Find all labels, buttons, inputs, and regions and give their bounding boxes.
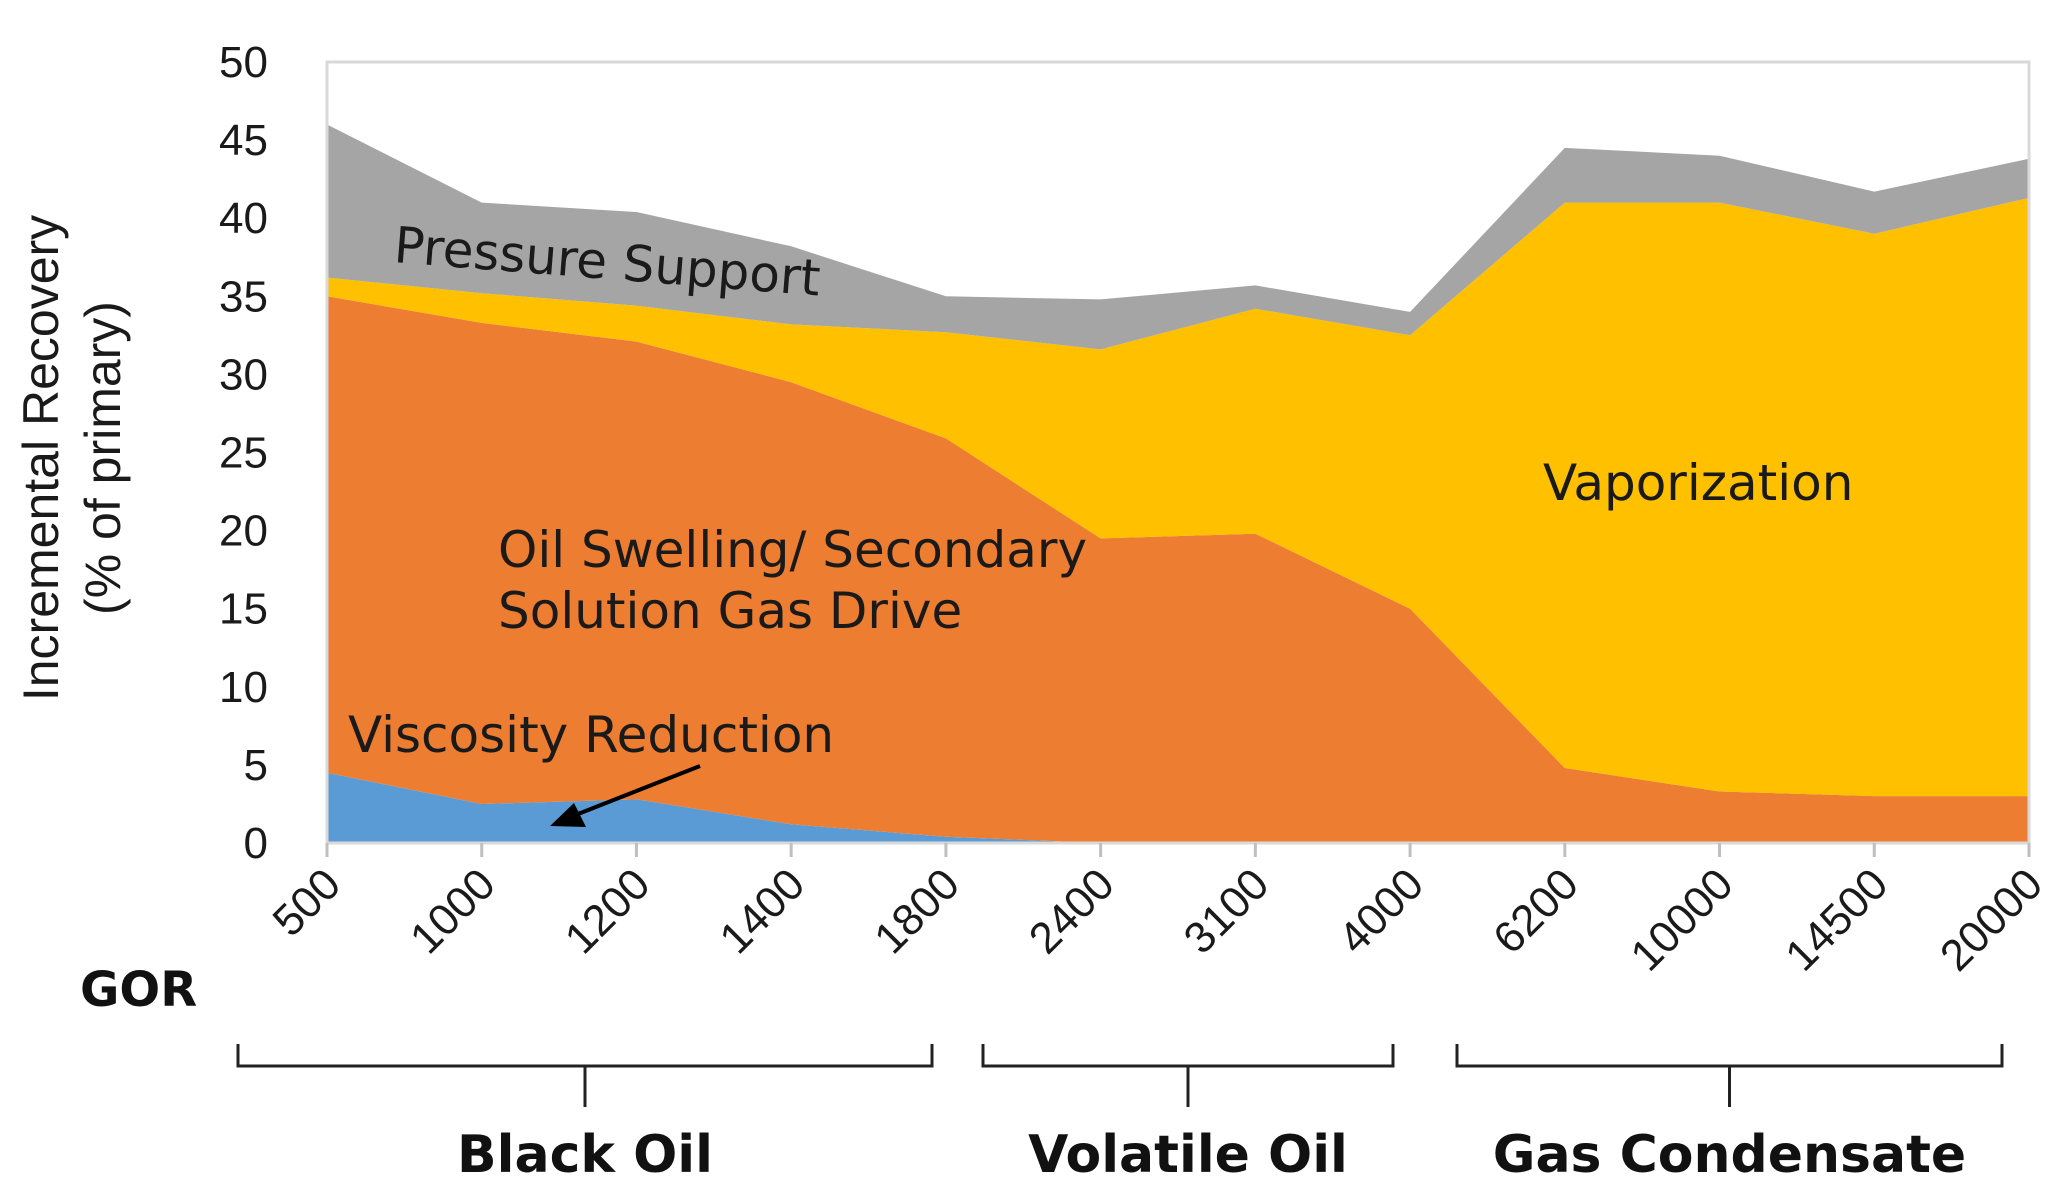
y-tick-label: 40 bbox=[219, 194, 268, 243]
y-axis-title-line2: (% of primary) bbox=[75, 301, 131, 615]
y-axis-title-line1: Incremental Recovery bbox=[13, 215, 69, 701]
fluid-type-groups: Black Oil Volatile Oil Gas Condensate bbox=[236, 1044, 2004, 1185]
y-tick-label: 30 bbox=[219, 350, 268, 399]
annotation-viscosity-reduction: Viscosity Reduction bbox=[348, 706, 834, 764]
y-tick-label: 15 bbox=[219, 585, 268, 634]
annotation-oil-swelling-line1: Oil Swelling/ Secondary bbox=[498, 521, 1087, 579]
y-tick-label: 35 bbox=[219, 272, 268, 321]
area-vaporization bbox=[327, 197, 2029, 797]
x-axis-title: GOR bbox=[80, 962, 197, 1018]
y-tick-label: 50 bbox=[219, 38, 268, 87]
y-tick-label: 20 bbox=[219, 507, 268, 556]
y-tick-label: 5 bbox=[244, 741, 268, 790]
y-axis-ticks: 0 5 10 15 20 25 30 35 40 45 50 bbox=[219, 38, 268, 868]
group-label: Gas Condensate bbox=[1493, 1125, 1966, 1185]
area-viscosity-reduction bbox=[327, 772, 2029, 843]
y-tick-label: 10 bbox=[219, 663, 268, 712]
y-tick-label: 45 bbox=[219, 116, 268, 165]
viscosity-pointer-arrow bbox=[550, 764, 701, 827]
area-oil-swelling-secondary-solution-gas-drive bbox=[327, 296, 2029, 843]
y-tick-label: 25 bbox=[219, 429, 268, 478]
y-tick-label: 0 bbox=[244, 819, 268, 868]
group-brace bbox=[1455, 1044, 2004, 1107]
group-brace bbox=[236, 1044, 934, 1107]
area-pressure-support bbox=[327, 124, 2029, 350]
annotation-vaporization: Vaporization bbox=[1543, 454, 1853, 512]
area-series-group bbox=[327, 124, 2029, 843]
annotation-oil-swelling-line2: Solution Gas Drive bbox=[498, 582, 962, 640]
group-brace bbox=[981, 1044, 1395, 1107]
group-label: Volatile Oil bbox=[1028, 1125, 1348, 1185]
group-label: Black Oil bbox=[457, 1125, 713, 1185]
